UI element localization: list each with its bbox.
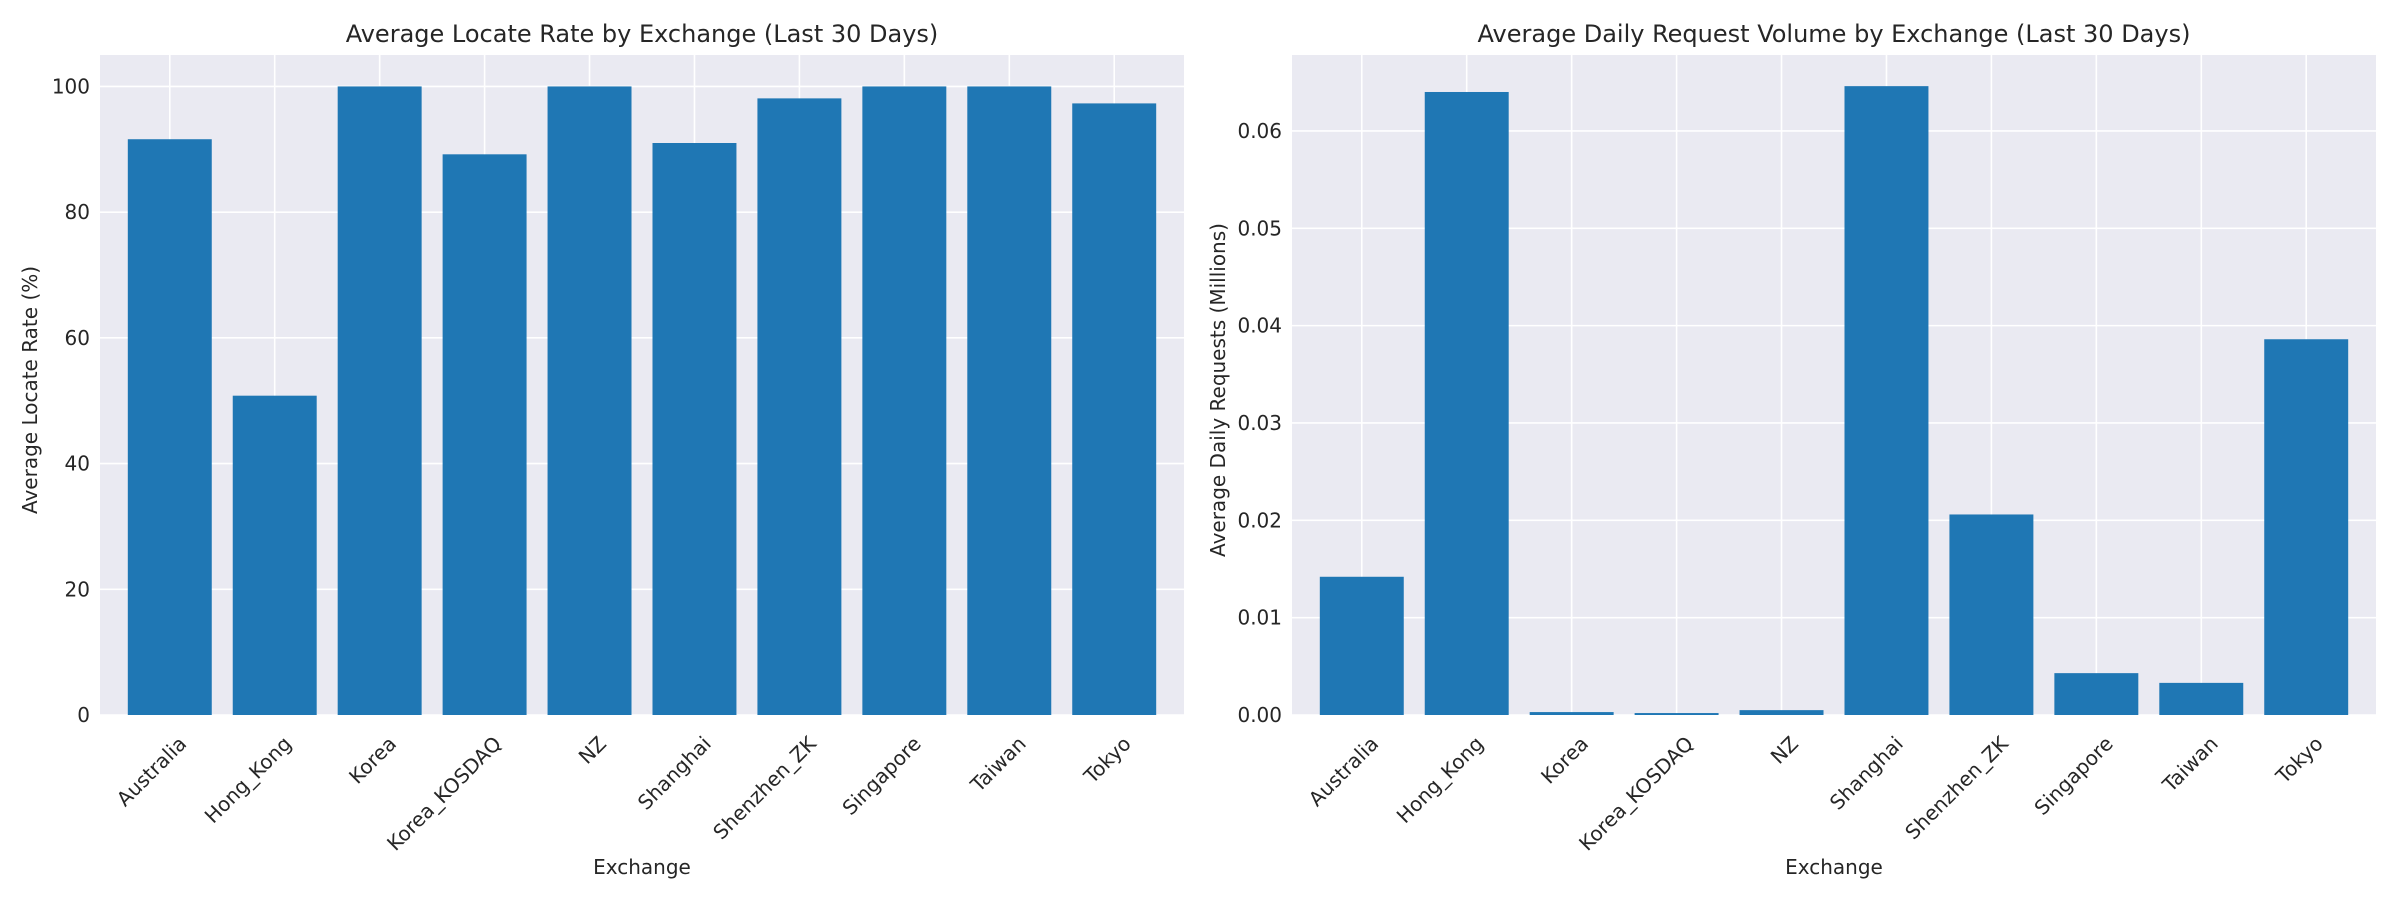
bar-korea	[337, 86, 422, 715]
x-tick-label: Tokyo	[2270, 731, 2327, 788]
x-tick-label: Australia	[1304, 731, 1384, 811]
y-tick-label: 0.03	[1237, 411, 1282, 435]
chart-title: Average Locate Rate by Exchange (Last 30…	[346, 20, 939, 48]
x-tick-label: NZ	[1766, 731, 1803, 768]
bar-tokyo	[1072, 103, 1157, 715]
y-tick-label: 0.04	[1237, 314, 1282, 338]
x-tick-label: Korea_KOSDAQ	[382, 731, 506, 855]
bar-nz	[1739, 710, 1824, 715]
y-tick-label: 0.06	[1237, 119, 1282, 143]
bar-shenzhen-zk	[1949, 514, 2034, 715]
bar-taiwan	[2159, 682, 2244, 715]
x-tick-label: Singapore	[837, 731, 925, 819]
y-tick-label: 20	[65, 577, 90, 601]
y-tick-label: 80	[65, 200, 90, 224]
x-tick-label: Shanghai	[1825, 731, 1908, 814]
y-tick-label: 100	[52, 74, 90, 98]
bar-hong-kong	[1424, 91, 1509, 715]
y-tick-label: 0.05	[1237, 216, 1282, 240]
bar-hong-kong	[232, 395, 317, 715]
chart-locate-rate: Average Locate Rate by Exchange (Last 30…	[18, 20, 1184, 879]
x-tick-label: Korea	[344, 731, 401, 788]
x-tick-label: Shenzhen_ZK	[708, 731, 821, 844]
bar-shanghai	[1844, 86, 1929, 715]
bar-shanghai	[652, 143, 737, 715]
bar-singapore	[2054, 673, 2139, 715]
bar-australia	[1319, 576, 1404, 715]
bar-nz	[547, 86, 632, 715]
bar-korea	[1529, 712, 1614, 715]
x-tick-label: Shanghai	[633, 731, 716, 814]
bar-shenzhen-zk	[757, 98, 842, 715]
y-axis-label: Average Daily Requests (Millions)	[1206, 223, 1230, 557]
x-tick-label: Australia	[112, 731, 192, 811]
bar-taiwan	[967, 86, 1052, 715]
y-tick-label: 0	[77, 703, 90, 727]
x-tick-label: Korea_KOSDAQ	[1574, 731, 1698, 855]
x-tick-label: Taiwan	[2157, 731, 2223, 797]
x-tick-label: Singapore	[2029, 731, 2117, 819]
bar-korea-kosdaq	[1634, 713, 1719, 715]
y-tick-label: 0.01	[1237, 606, 1282, 630]
x-tick-label: Korea	[1536, 731, 1593, 788]
x-tick-label: Tokyo	[1078, 731, 1135, 788]
x-tick-label: NZ	[574, 731, 611, 768]
x-axis-label: Exchange	[1785, 855, 1883, 879]
bar-korea-kosdaq	[442, 154, 527, 716]
chart-request-volume: Average Daily Request Volume by Exchange…	[1206, 20, 2376, 879]
y-tick-label: 40	[65, 452, 90, 476]
y-tick-label: 60	[65, 326, 90, 350]
x-axis-label: Exchange	[593, 855, 691, 879]
bar-singapore	[862, 86, 947, 715]
x-tick-label: Shenzhen_ZK	[1900, 731, 2013, 844]
chart-title: Average Daily Request Volume by Exchange…	[1478, 20, 2191, 48]
y-axis-label: Average Locate Rate (%)	[18, 266, 42, 514]
x-tick-label: Hong_Kong	[1392, 731, 1488, 827]
bar-australia	[127, 139, 212, 715]
y-tick-label: 0.02	[1237, 508, 1282, 532]
bar-tokyo	[2264, 339, 2349, 715]
x-tick-label: Hong_Kong	[200, 731, 296, 827]
y-tick-label: 0.00	[1237, 703, 1282, 727]
x-tick-label: Taiwan	[965, 731, 1031, 797]
